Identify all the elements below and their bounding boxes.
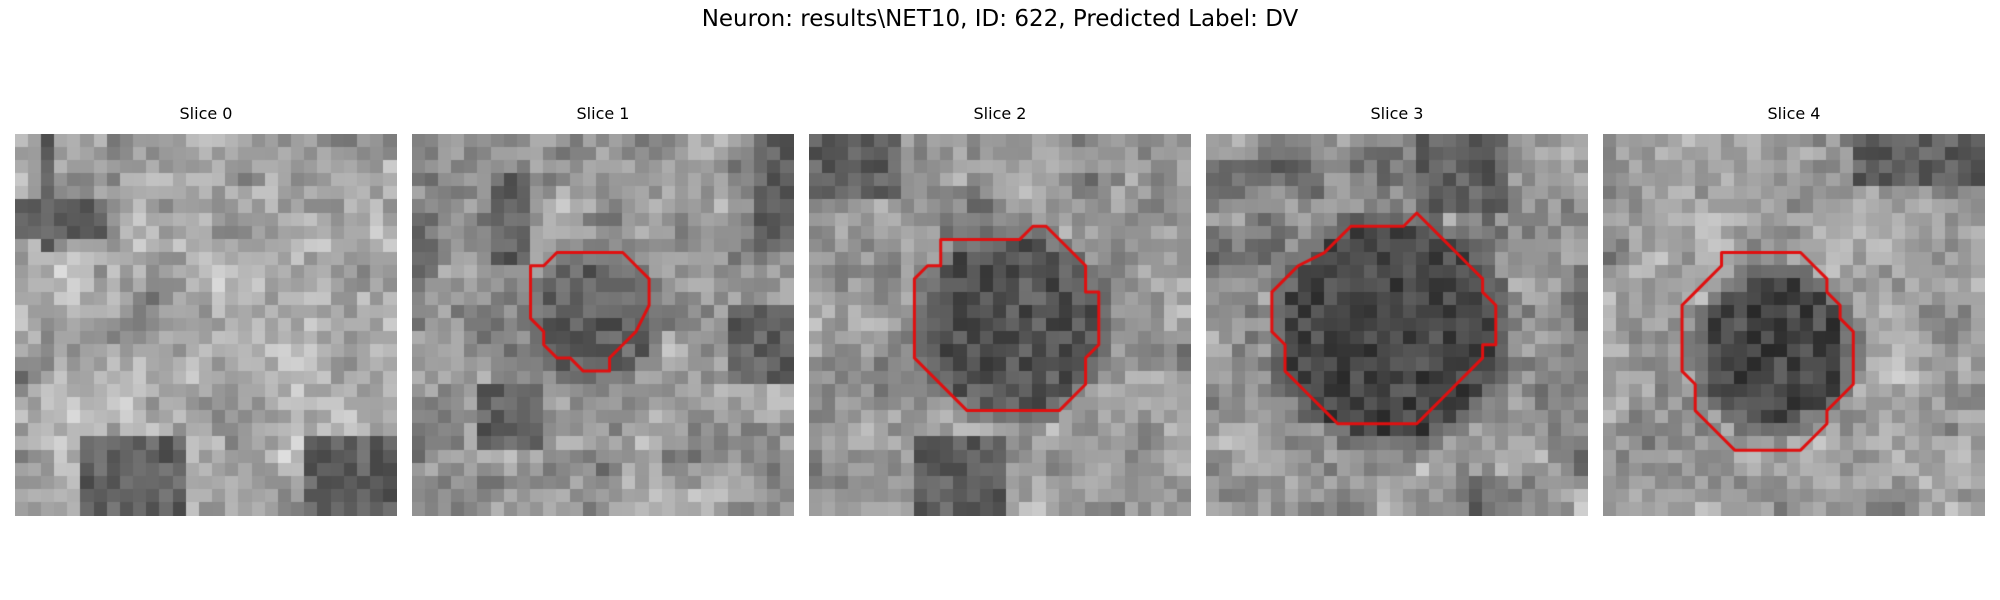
slice-image — [412, 134, 794, 516]
slice-title: Slice 0 — [179, 104, 233, 123]
slice-image — [1206, 134, 1588, 516]
slice-title: Slice 4 — [1767, 104, 1821, 123]
slice-image — [15, 134, 397, 516]
slice-image — [1603, 134, 1985, 516]
figure-title: Neuron: results\NET10, ID: 622, Predicte… — [701, 6, 1299, 32]
slice-title: Slice 2 — [973, 104, 1027, 123]
slice-image — [809, 134, 1191, 516]
slice-title: Slice 3 — [1370, 104, 1424, 123]
slice-title: Slice 1 — [576, 104, 630, 123]
